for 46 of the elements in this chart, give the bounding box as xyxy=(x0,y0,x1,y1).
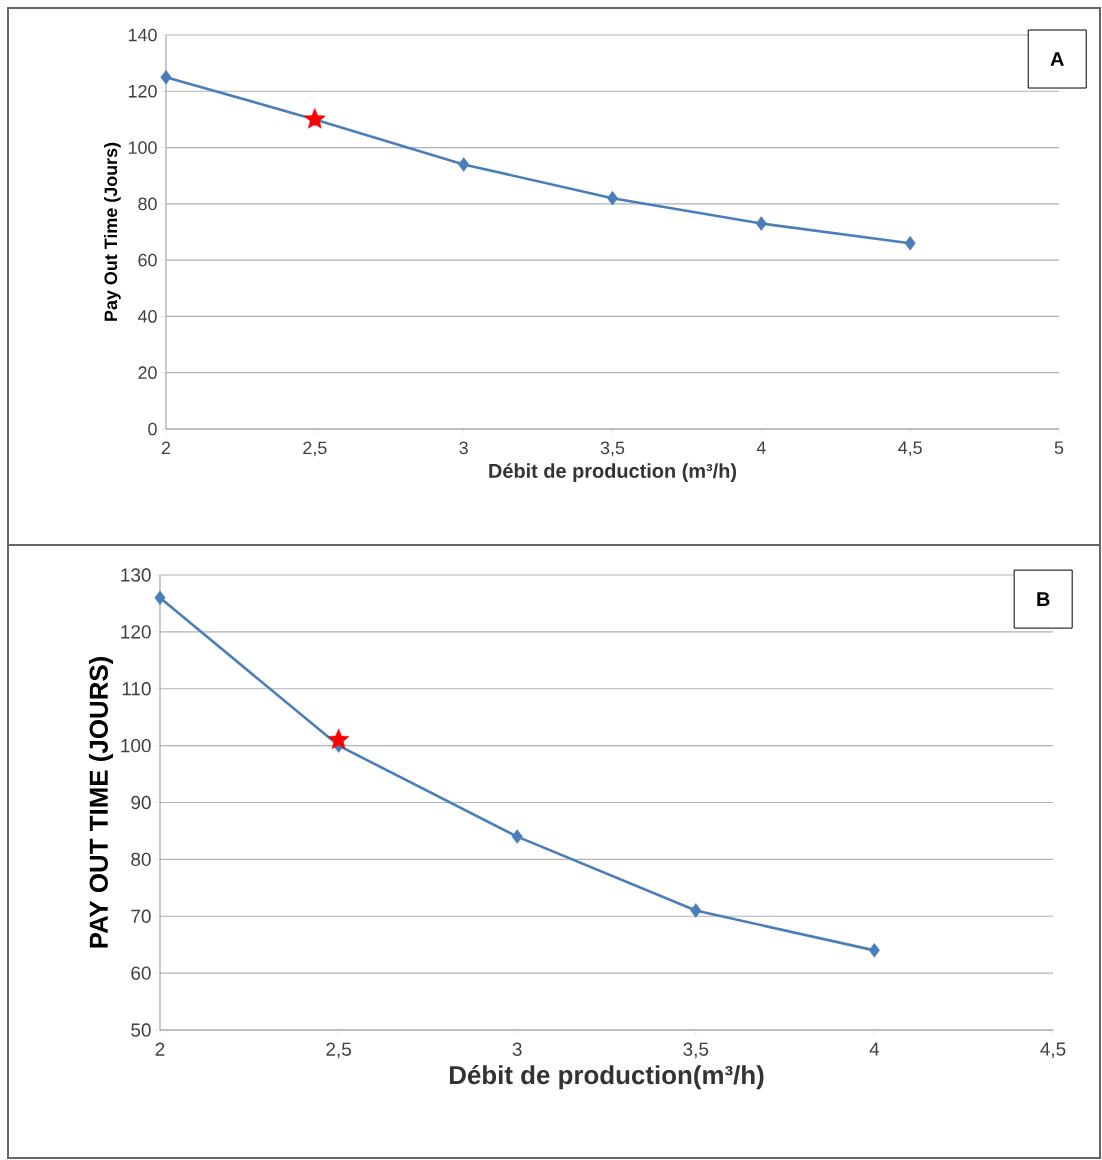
y-tick-label: 120 xyxy=(128,84,157,98)
point xyxy=(304,108,326,129)
y-tick-label: 120 xyxy=(121,625,151,639)
point xyxy=(154,590,166,605)
y-tick-label: 70 xyxy=(131,909,151,923)
y-tick-label: 40 xyxy=(137,310,157,323)
annotation: A xyxy=(1050,52,1064,66)
y-axis-title: Pay Out Time (Jours) xyxy=(104,142,121,321)
x-tick-label: 3,5 xyxy=(600,441,625,457)
y-tick-label: 60 xyxy=(131,966,151,980)
x-tick-label: 5 xyxy=(1054,441,1064,455)
x-tick-label: 4,5 xyxy=(898,441,922,457)
point xyxy=(690,903,702,918)
point xyxy=(511,829,523,844)
y-tick-label: 110 xyxy=(122,682,151,696)
y-tick-label: 130 xyxy=(121,568,151,582)
point xyxy=(868,943,880,958)
point xyxy=(327,728,350,750)
x-tick-label: 3 xyxy=(512,1042,522,1056)
x-tick-label: 2,5 xyxy=(326,1042,351,1059)
y-tick-label: 20 xyxy=(138,366,157,380)
y-tick-label: 100 xyxy=(121,738,151,753)
x-tick-label: 2,5 xyxy=(303,441,327,457)
x-tick-label: 3 xyxy=(459,441,468,455)
y-tick-label: 140 xyxy=(128,28,157,42)
x-tick-label: 4 xyxy=(756,441,766,454)
x-tick-label: 4 xyxy=(869,1042,880,1056)
y-tick-label: 50 xyxy=(131,1023,151,1037)
y-tick-label: 60 xyxy=(138,253,157,267)
x-tick-label: 3,5 xyxy=(683,1042,709,1059)
point xyxy=(160,69,172,85)
y-tick-label: 0 xyxy=(148,422,157,436)
annotation: B xyxy=(1037,592,1050,606)
x-tick-label: 2 xyxy=(155,1042,165,1056)
point xyxy=(458,157,470,172)
x-tick-label: 4,5 xyxy=(1040,1042,1066,1058)
point xyxy=(904,235,916,251)
x-tick-label: 2 xyxy=(161,441,171,455)
point xyxy=(755,216,767,231)
y-tick-label: 80 xyxy=(131,852,151,867)
y-tick-label: 100 xyxy=(128,141,157,154)
x-axis-title: Débit de production (m³/h) xyxy=(489,463,737,482)
x-axis-title: Débit de production(m³/h) xyxy=(449,1064,764,1090)
y-tick-label: 90 xyxy=(131,795,151,810)
y-axis-title: PAY OUT TIME (JOURS) xyxy=(88,656,114,948)
y-tick-label: 80 xyxy=(138,197,157,211)
